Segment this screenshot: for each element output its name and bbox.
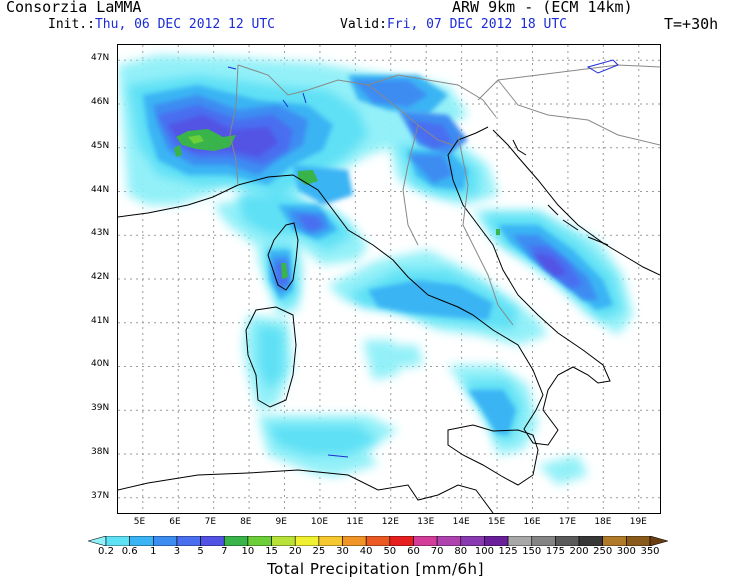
lon-label: 16E	[523, 517, 541, 527]
colorbar-swatch	[555, 536, 580, 546]
colorbar-arrow-high	[649, 536, 668, 546]
lon-label: 15E	[488, 517, 506, 527]
lon-label: 14E	[452, 517, 470, 527]
precipitation-map	[117, 44, 661, 514]
lat-label: 44N	[91, 184, 110, 195]
lat-label: 37N	[91, 490, 110, 501]
colorbar-label: 50	[383, 546, 397, 557]
colorbar-swatch	[484, 536, 509, 546]
model-title: ARW 9km - (ECM 14km)	[452, 0, 633, 16]
lat-label: 46N	[91, 97, 110, 108]
colorbar-swatch	[129, 536, 154, 546]
colorbar-label: 350	[640, 546, 660, 557]
lon-label: 19E	[629, 517, 647, 527]
init-time: Init.:Thu, 06 DEC 2012 12 UTC	[48, 17, 275, 32]
colorbar-swatch	[436, 536, 462, 546]
lon-label: 9E	[275, 517, 287, 527]
colorbar-swatch	[460, 536, 485, 546]
colorbar-swatch	[602, 536, 627, 546]
colorbar-label: 15	[265, 546, 278, 557]
colorbar-swatch	[200, 536, 225, 546]
colorbar-label: 150	[522, 546, 542, 557]
colorbar-swatch	[223, 536, 249, 546]
lon-label: 11E	[346, 517, 364, 527]
lon-label: 6E	[169, 517, 181, 527]
forecast-lead-time: T=+30h	[664, 15, 719, 33]
colorbar-label: 100	[474, 546, 494, 557]
lon-label: 10E	[310, 517, 329, 527]
colorbar-label: 200	[569, 546, 589, 557]
lat-label: 45N	[91, 140, 110, 151]
colorbar-label: 5	[197, 546, 204, 557]
lon-label: 12E	[381, 517, 399, 527]
colorbar-swatch	[365, 536, 391, 546]
colorbar-label: 30	[336, 546, 349, 557]
colorbar-swatch	[507, 536, 533, 546]
init-value: Thu, 06 DEC 2012 12 UTC	[94, 17, 275, 32]
lon-label: 17E	[558, 517, 577, 527]
colorbar-label: 40	[359, 546, 373, 557]
valid-time: Valid:Fri, 07 DEC 2012 18 UTC	[340, 17, 567, 32]
colorbar-label: 20	[288, 546, 302, 557]
lon-label: 8E	[240, 517, 252, 527]
colorbar-label: 25	[312, 546, 326, 557]
colorbar-swatch	[294, 536, 320, 546]
colorbar	[88, 536, 668, 546]
colorbar-label: 250	[593, 546, 613, 557]
lakes	[227, 59, 619, 458]
colorbar-swatch	[153, 536, 178, 546]
precipitation-field	[118, 55, 633, 485]
colorbar-swatch	[389, 536, 414, 546]
colorbar-label: 0.2	[98, 546, 114, 557]
organization-title: Consorzia LaMMA	[6, 0, 142, 16]
valid-label: Valid:	[340, 17, 387, 32]
lon-label: 7E	[204, 517, 217, 527]
colorbar-label: 125	[498, 546, 518, 557]
colorbar-swatch	[247, 536, 272, 546]
colorbar-swatch	[105, 536, 130, 546]
lat-label: 42N	[91, 272, 110, 282]
colorbar-swatch	[318, 536, 343, 546]
colorbar-swatch	[531, 536, 556, 546]
colorbar-label: 7	[221, 546, 228, 557]
colorbar-label: 70	[430, 546, 444, 557]
colorbar-arrow-low	[88, 536, 107, 546]
colorbar-label: 10	[241, 546, 255, 557]
colorbar-swatch	[271, 536, 296, 546]
colorbar-swatch	[176, 536, 201, 546]
colorbar-label: 60	[407, 546, 420, 557]
lat-label: 47N	[91, 53, 110, 64]
lon-label: 5E	[133, 517, 146, 527]
colorbar-label: 1	[150, 546, 157, 557]
colorbar-swatch	[342, 536, 367, 546]
colorbar-label: 300	[616, 546, 636, 557]
legend-title: Total Precipitation [mm/6h]	[267, 560, 484, 578]
colorbar-swatch	[626, 536, 651, 546]
lat-label: 40N	[91, 359, 110, 370]
lat-label: 43N	[91, 228, 110, 239]
lon-label: 18E	[594, 517, 612, 527]
lon-label: 13E	[417, 517, 435, 527]
lat-label: 39N	[91, 403, 110, 414]
colorbar-label: 80	[454, 546, 468, 557]
lat-label: 38N	[91, 446, 110, 457]
colorbar-label: 175	[545, 546, 565, 557]
borders	[229, 64, 660, 326]
valid-value: Fri, 07 DEC 2012 18 UTC	[386, 17, 567, 32]
colorbar-label: 3	[173, 546, 181, 557]
colorbar-swatch	[578, 536, 603, 546]
lat-label: 41N	[91, 315, 110, 326]
colorbar-label: 0.6	[121, 546, 138, 557]
map-canvas	[118, 45, 660, 513]
coastlines	[118, 126, 660, 513]
init-label: Init.:	[48, 17, 95, 32]
colorbar-swatch	[413, 536, 438, 546]
